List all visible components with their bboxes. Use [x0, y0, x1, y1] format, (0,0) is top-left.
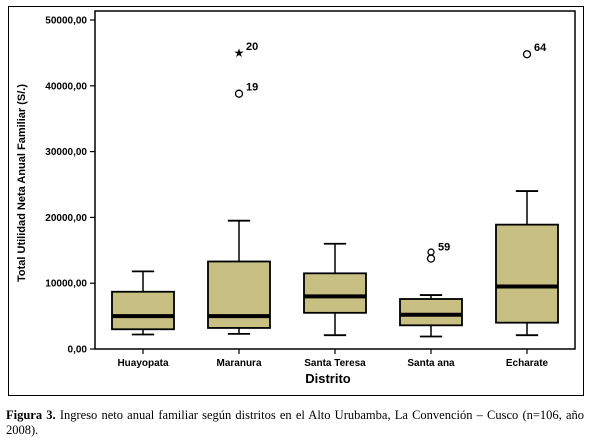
boxplot-chart: 0,00 10000,00 20000,00 30000,00 40000,00 5000… [16, 10, 576, 386]
circle-marker [427, 248, 435, 256]
box-santa-teresa [303, 242, 367, 337]
iqr-box [303, 272, 367, 314]
y-tick-label: 30000,00 [45, 147, 87, 158]
outlier-point: 59 [426, 242, 450, 263]
outlier-label: 19 [246, 82, 258, 94]
x-tick-label: Echarate [506, 358, 549, 369]
circle-marker [234, 89, 244, 98]
y-tick-label: 40000,00 [45, 81, 87, 92]
box-santa-ana [399, 294, 463, 338]
y-tick-label: 20000,00 [45, 213, 87, 224]
caption-label: Figura 3. [6, 408, 56, 422]
x-tick-label: Santa Teresa [304, 358, 366, 369]
y-axis-ticks: 0,00 10000,00 20000,00 30000,00 40000,00 5000… [45, 16, 95, 356]
box-maranura [207, 219, 271, 335]
y-tick-label: 0,00 [68, 345, 88, 356]
box-huayopata [111, 270, 175, 336]
chart-frame: 0,00 10000,00 20000,00 30000,00 40000,00 5000… [8, 6, 584, 396]
iqr-box [495, 223, 559, 324]
outlier-label: 64 [534, 42, 547, 54]
outlier-point: 19 [234, 82, 258, 98]
y-tick-label: 10000,00 [45, 279, 87, 290]
outlier-point: 64 [522, 42, 547, 59]
caption-text: Ingreso neto anual familiar según distri… [6, 408, 584, 437]
x-axis-title: Distrito [305, 371, 351, 386]
outlier-label: 59 [438, 242, 450, 254]
x-tick-label: Huayopata [117, 358, 169, 369]
x-tick-label: Santa ana [407, 358, 455, 369]
figure-caption: Figura 3. Ingreso neto anual familiar se… [6, 408, 584, 438]
outlier-label: 20 [246, 41, 258, 53]
boxes [111, 190, 559, 338]
x-axis-ticks: Huayopata Maranura Santa Teresa Santa ana Ec… [117, 349, 549, 369]
outlier-point: ★ 20 [234, 41, 259, 60]
y-tick-label: 50000,00 [45, 16, 87, 27]
box-echarate [495, 190, 559, 337]
outliers: ★ 20 19 59 64 [234, 41, 547, 263]
iqr-box [399, 298, 463, 327]
iqr-box [111, 290, 175, 331]
y-axis-title: Total Utilidad Neta Anual Familiar (S/.) [16, 84, 28, 282]
circle-marker [426, 254, 436, 263]
x-tick-label: Maranura [216, 358, 261, 369]
star-marker: ★ [234, 46, 245, 60]
circle-marker [522, 50, 532, 59]
